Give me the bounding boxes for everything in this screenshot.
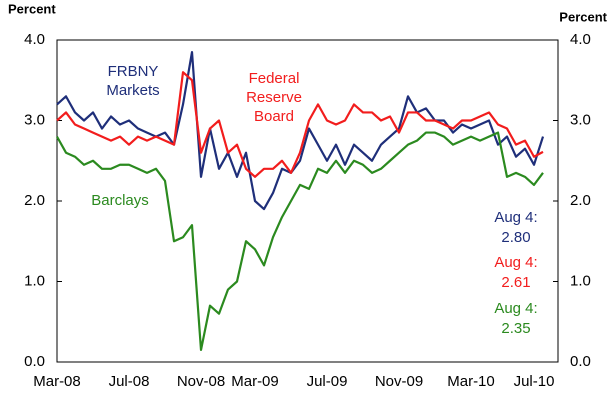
y-axis-label: Percent [8,1,56,16]
y-tick-label: 2.0 [24,192,45,209]
y-tick-label: 0.0 [24,353,45,370]
value-label: 2.61 [501,274,531,291]
annotation-date: Aug 4: [494,300,538,317]
annotation-date: Aug 4: [494,254,538,271]
series-line [56,131,544,352]
y-tick-label: 4.0 [24,31,45,48]
x-tick-label: Mar-09 [231,373,279,390]
y-tick-label: 1.0 [24,272,45,289]
value-label: 2.35 [501,320,531,337]
y-tick-label: 3.0 [24,111,45,128]
annotation-date: Aug 4: [494,209,538,226]
x-tick-label: Mar-08 [33,373,81,390]
x-tick-label: Mar-10 [447,373,495,390]
y2-tick-label: 1.0 [570,272,591,289]
series-label: Barclays [91,192,149,209]
x-tick-label: Jul-10 [514,373,555,390]
series-label: Federal Reserve Board [246,70,302,125]
y2-tick-label: 2.0 [570,192,591,209]
x-tick-label: Jul-09 [307,373,348,390]
y2-tick-label: 0.0 [570,353,591,370]
y2-axis-label: Percent [559,9,607,24]
series-line [56,71,544,178]
x-tick-label: Jul-08 [109,373,150,390]
y2-tick-label: 4.0 [570,31,591,48]
series-line [56,50,545,211]
y2-tick-label: 3.0 [570,111,591,128]
x-tick-label: Nov-08 [177,373,225,390]
x-tick-label: Nov-09 [375,373,423,390]
series-label: FRBNY Markets [106,63,160,99]
value-label: 2.80 [501,229,531,246]
